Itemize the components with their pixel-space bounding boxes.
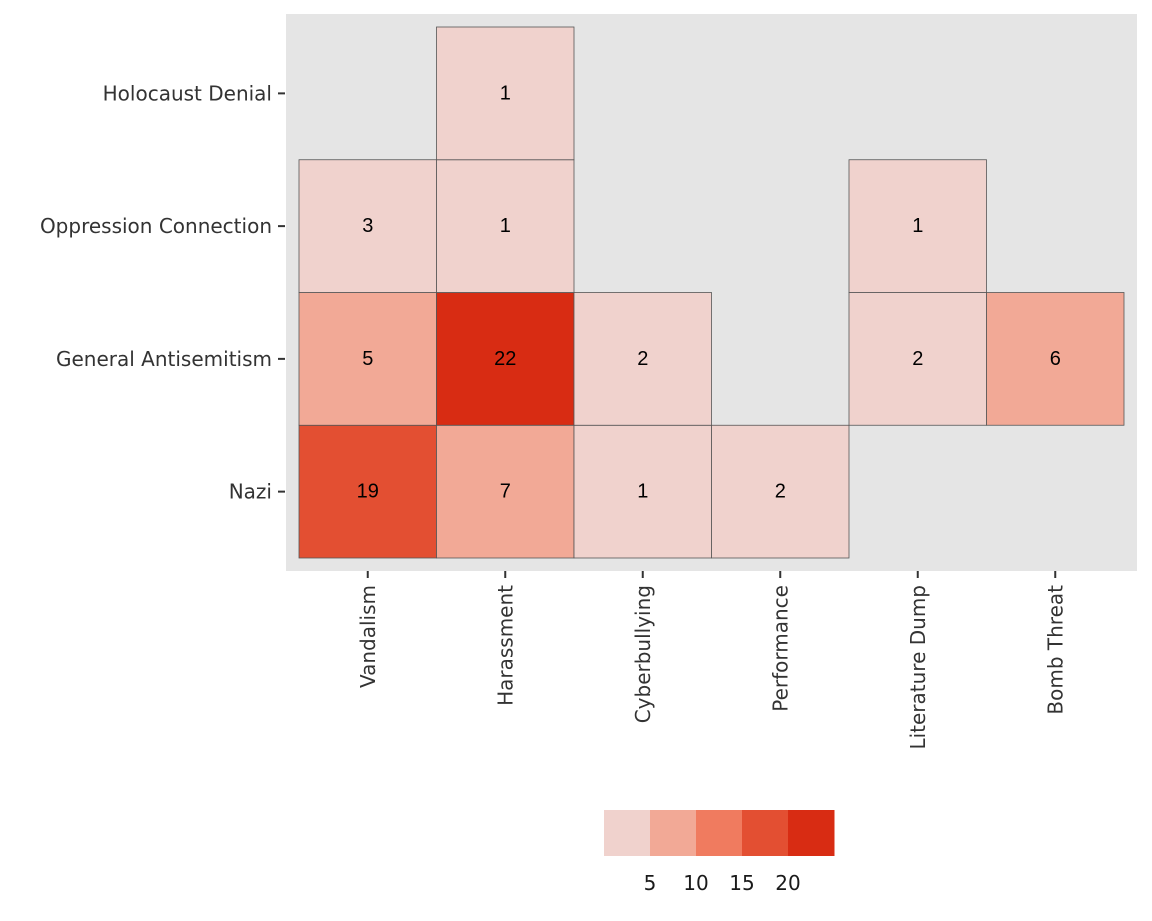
legend-swatch [742, 810, 789, 856]
x-tick-label: Performance [768, 585, 792, 712]
legend-swatch [788, 810, 835, 856]
heatmap-cells [298, 26, 1125, 559]
heatmap-cell [298, 424, 437, 559]
x-tick-label: Literature Dump [906, 585, 930, 750]
heatmap-cell [298, 292, 437, 426]
cell-value-label: 2 [637, 348, 648, 370]
heatmap-cell [986, 292, 1125, 426]
x-axis: Vandalism Harassment Cyberbullying Performa… [356, 571, 1067, 750]
heatmap-cell [711, 424, 850, 559]
heatmap-cell [436, 292, 575, 426]
y-tick-label: Oppression Connection [40, 214, 272, 238]
cell-value-label: 5 [362, 348, 373, 370]
cell-value-label: 6 [1050, 348, 1061, 370]
cell-value-labels: 19 7 1 25 22 2 2 63 1 11 [357, 82, 1061, 502]
cell-value-label: 2 [912, 348, 923, 370]
cell-value-label: 2 [775, 481, 786, 503]
x-tick-label: Harassment [493, 585, 517, 706]
legend-swatch [696, 810, 743, 856]
heatmap-cell [848, 159, 987, 293]
heatmap-cell [436, 159, 575, 293]
heatmap-cell [436, 26, 575, 161]
heatmap-cell [298, 159, 437, 293]
cell-value-label: 3 [362, 215, 373, 237]
cell-value-label: 7 [500, 481, 511, 503]
x-tick-label: Vandalism [356, 585, 380, 688]
cell-value-label: 19 [357, 481, 379, 503]
cell-value-label: 1 [637, 481, 648, 503]
legend-break-label: 15 [729, 871, 754, 895]
legend-swatch [650, 810, 697, 856]
color-legend: 5 10 15 20 [604, 810, 835, 895]
y-tick-label: Nazi [229, 480, 272, 504]
legend-break-label: 10 [683, 871, 708, 895]
y-tick-label: General Antisemitism [56, 347, 272, 371]
legend-break-label: 20 [775, 871, 800, 895]
heatmap-cell [848, 292, 987, 426]
cell-value-label: 22 [494, 348, 516, 370]
cell-value-label: 1 [912, 215, 923, 237]
heatmap-cell [573, 424, 712, 559]
x-tick-label: Cyberbullying [631, 585, 655, 723]
y-axis: Nazi General Antisemitism Oppression Conne… [40, 81, 285, 504]
legend-break-label: 5 [644, 871, 657, 895]
cell-value-label: 1 [500, 82, 511, 104]
x-tick-label: Bomb Threat [1043, 585, 1067, 715]
y-tick-label: Holocaust Denial [103, 81, 272, 105]
heatmap-cell [573, 292, 712, 426]
cell-value-label: 1 [500, 215, 511, 237]
legend-swatch [604, 810, 651, 856]
